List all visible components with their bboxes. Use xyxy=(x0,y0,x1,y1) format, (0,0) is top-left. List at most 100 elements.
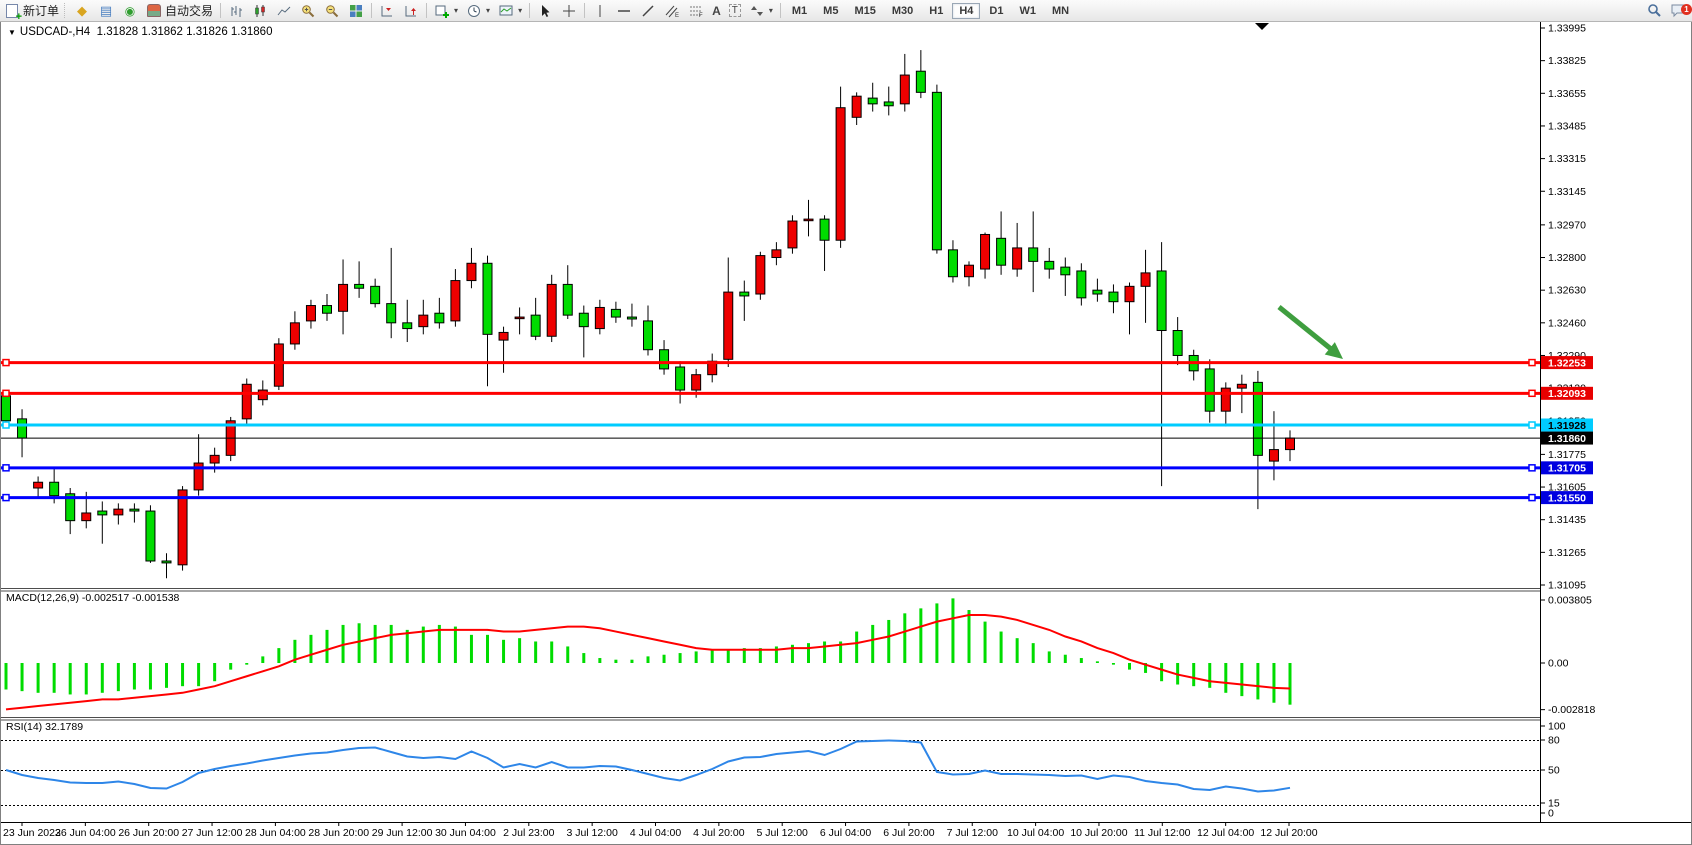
channel-button[interactable]: E xyxy=(660,1,684,20)
fibonacci-button[interactable]: F xyxy=(684,1,708,20)
chat-icon[interactable]: 1 xyxy=(1668,3,1692,18)
text-button[interactable]: A xyxy=(708,1,725,20)
period-button[interactable]: ▾ xyxy=(462,1,494,20)
toolbar-separator xyxy=(220,3,222,18)
trendline-button[interactable] xyxy=(636,1,660,20)
svg-text:1.31095: 1.31095 xyxy=(1548,579,1586,591)
svg-text:1.32630: 1.32630 xyxy=(1548,285,1586,297)
cursor-button[interactable] xyxy=(533,1,557,20)
timeframe-m30[interactable]: M30 xyxy=(891,4,914,17)
new-chart-icon xyxy=(434,3,450,18)
svg-text:1.31265: 1.31265 xyxy=(1548,547,1586,559)
label-button[interactable]: T xyxy=(725,1,745,20)
arrows-icon xyxy=(749,3,765,18)
svg-text:-0.002818: -0.002818 xyxy=(1548,704,1595,716)
hline-handle xyxy=(2,358,10,367)
svg-text:26 Jun 04:00: 26 Jun 04:00 xyxy=(55,827,116,839)
timeframe-w1[interactable]: W1 xyxy=(1019,4,1036,17)
price-tag xyxy=(1541,356,1593,370)
candles-layer xyxy=(1,50,1295,579)
new-order-button[interactable]: 新订单 xyxy=(0,1,63,23)
zoom-out-button[interactable] xyxy=(320,1,344,20)
metaquotes-button[interactable]: ◆ xyxy=(70,1,94,20)
svg-text:27 Jun 12:00: 27 Jun 12:00 xyxy=(182,827,243,839)
svg-text:E: E xyxy=(675,13,679,18)
zoom-out-icon xyxy=(324,3,340,18)
rsi-pane: 100 80 50 150 xyxy=(1,721,1566,820)
toolbar-grip xyxy=(64,3,69,18)
svg-text:7 Jul 12:00: 7 Jul 12:00 xyxy=(947,827,999,839)
line-chart-icon xyxy=(276,3,292,18)
chart-shift-button[interactable] xyxy=(375,1,399,20)
timeframe-m5[interactable]: M5 xyxy=(823,4,839,17)
svg-text:1.32093: 1.32093 xyxy=(1548,388,1586,400)
auto-scroll-button[interactable] xyxy=(399,1,423,20)
metaquotes-icon: ◆ xyxy=(77,2,88,18)
hline-handle xyxy=(2,421,10,429)
svg-text:1.33315: 1.33315 xyxy=(1548,153,1586,165)
toolbar-separator xyxy=(371,3,373,18)
candlestick-chart-button[interactable] xyxy=(248,1,272,20)
svg-text:1.31705: 1.31705 xyxy=(1548,463,1586,475)
svg-text:1.33825: 1.33825 xyxy=(1548,55,1586,67)
svg-text:10 Jul 04:00: 10 Jul 04:00 xyxy=(1007,827,1064,839)
svg-text:5 Jul 12:00: 5 Jul 12:00 xyxy=(757,827,809,839)
chevron-down-icon: ▾ xyxy=(768,6,773,15)
arrows-button[interactable]: ▾ xyxy=(745,1,777,20)
timeframe-h4[interactable]: H4 xyxy=(952,2,981,19)
candlestick-chart-icon xyxy=(252,3,268,18)
auto-trading-button[interactable]: 自动交易 xyxy=(142,1,217,20)
auto-trading-label: 自动交易 xyxy=(165,4,214,18)
svg-text:11 Jul 12:00: 11 Jul 12:00 xyxy=(1134,827,1191,839)
svg-text:6 Jul 04:00: 6 Jul 04:00 xyxy=(820,827,872,839)
timeframe-m1[interactable]: M1 xyxy=(791,4,808,17)
svg-text:23 Jun 2023: 23 Jun 2023 xyxy=(3,827,61,839)
chart-shift-marker[interactable] xyxy=(1255,23,1269,30)
horizontal-line-button[interactable] xyxy=(612,1,636,20)
zoom-in-button[interactable] xyxy=(296,1,320,20)
svg-text:4 Jul 04:00: 4 Jul 04:00 xyxy=(630,827,682,839)
search-icon[interactable] xyxy=(1646,3,1662,18)
svg-text:1.32970: 1.32970 xyxy=(1548,219,1586,231)
svg-text:3 Jul 12:00: 3 Jul 12:00 xyxy=(566,827,618,839)
timeframe-d1[interactable]: D1 xyxy=(989,4,1004,17)
svg-text:0: 0 xyxy=(1548,808,1554,820)
rsi-line xyxy=(5,739,1291,793)
hline-handle xyxy=(2,389,10,398)
signal-button[interactable]: ◉ xyxy=(118,1,142,20)
macd-pane: 0.003805 0.00 -0.002818 xyxy=(4,595,1595,716)
annotation-arrow[interactable] xyxy=(1277,305,1343,359)
price-tag xyxy=(1541,418,1593,432)
svg-text:1.33655: 1.33655 xyxy=(1548,88,1586,100)
svg-text:0.003805: 0.003805 xyxy=(1548,595,1592,607)
svg-text:100: 100 xyxy=(1548,721,1566,733)
auto-trading-icon xyxy=(146,3,162,18)
timeframe-m15[interactable]: M15 xyxy=(854,4,876,17)
bar-chart-button[interactable] xyxy=(224,1,248,20)
new-chart-button[interactable]: ▾ xyxy=(430,1,462,20)
auto-scroll-icon xyxy=(403,3,419,18)
macd-indicator-label: MACD(12,26,9) -0.002517 -0.001538 xyxy=(6,592,180,604)
timeframe-mn[interactable]: MN xyxy=(1051,4,1070,17)
price-tag xyxy=(1541,386,1593,400)
market-watch-icon: ▤ xyxy=(99,2,113,18)
tile-windows-button[interactable] xyxy=(344,1,368,20)
timeframe-h1[interactable]: H1 xyxy=(929,4,944,17)
main-toolbar: 新订单 ◆ ▤ ◉ 自动交易 xyxy=(0,0,1692,23)
hline-handle xyxy=(2,493,10,502)
chevron-down-icon: ▾ xyxy=(518,6,523,15)
template-button[interactable]: ▾ xyxy=(494,1,526,20)
svg-text:1.31928: 1.31928 xyxy=(1548,420,1586,432)
svg-text:6 Jul 20:00: 6 Jul 20:00 xyxy=(883,827,935,839)
svg-text:1.32800: 1.32800 xyxy=(1548,252,1586,264)
hline-handle xyxy=(1528,493,1536,502)
crosshair-button[interactable] xyxy=(557,1,581,20)
template-icon xyxy=(498,3,514,18)
vertical-line-button[interactable] xyxy=(588,1,612,20)
crosshair-icon xyxy=(561,3,577,18)
line-chart-button[interactable] xyxy=(272,1,296,20)
market-watch-button[interactable]: ▤ xyxy=(94,1,118,20)
bar-chart-icon xyxy=(228,3,244,18)
